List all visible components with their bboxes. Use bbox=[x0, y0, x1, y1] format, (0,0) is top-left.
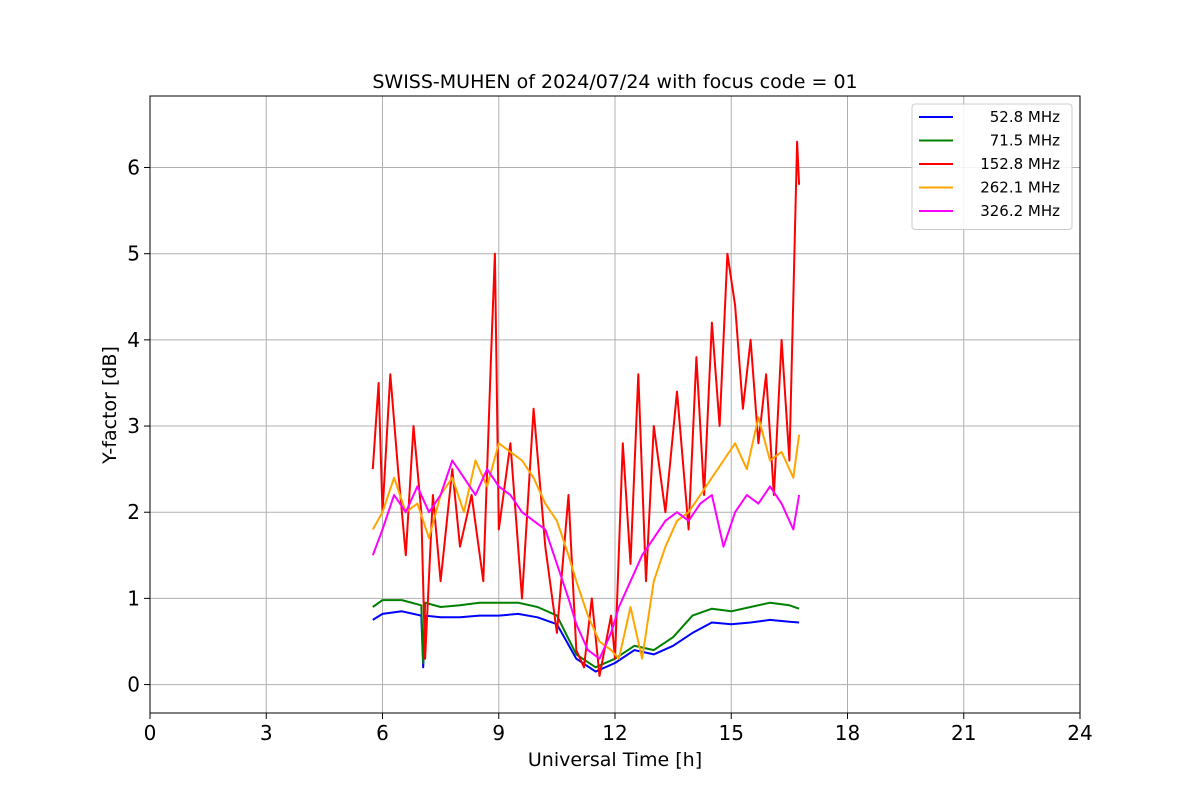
y-tick-label: 3 bbox=[127, 414, 140, 438]
legend-entry: 152.8 MHz bbox=[980, 155, 1060, 173]
x-tick-label: 3 bbox=[260, 721, 273, 745]
legend-entry: 52.8 MHz bbox=[990, 108, 1060, 126]
y-axis: 0 1 2 3 4 5 6 bbox=[127, 156, 150, 697]
legend: 52.8 MHz 71.5 MHz 152.8 MHz 262.1 MHz 326.2 … bbox=[911, 103, 1073, 230]
y-tick-label: 1 bbox=[127, 586, 140, 610]
legend-entry: 262.1 MHz bbox=[980, 179, 1060, 197]
x-tick-label: 0 bbox=[144, 721, 157, 745]
series-line-1 bbox=[372, 599, 800, 669]
y-axis-label: Y-factor [dB] bbox=[99, 346, 121, 465]
x-tick-label: 9 bbox=[492, 721, 505, 745]
y-tick-label: 6 bbox=[127, 156, 140, 180]
x-axis-label: Universal Time [h] bbox=[528, 749, 702, 771]
x-tick-label: 6 bbox=[376, 721, 389, 745]
series-line-3 bbox=[371, 416, 801, 660]
y-tick-label: 4 bbox=[127, 328, 140, 352]
legend-entry: 71.5 MHz bbox=[990, 132, 1060, 150]
y-tick-label: 2 bbox=[127, 500, 140, 524]
legend-box bbox=[911, 103, 1073, 230]
y-tick-label: 0 bbox=[127, 673, 140, 697]
legend-entry: 326.2 MHz bbox=[980, 202, 1060, 220]
x-tick-label: 12 bbox=[602, 721, 627, 745]
grid bbox=[149, 96, 1081, 713]
series-layer bbox=[371, 140, 801, 677]
y-tick-label: 5 bbox=[127, 242, 140, 266]
x-axis: 0 3 6 9 12 15 18 21 24 bbox=[144, 713, 1093, 745]
x-tick-label: 18 bbox=[835, 721, 860, 745]
x-tick-label: 15 bbox=[719, 721, 744, 745]
x-tick-label: 21 bbox=[951, 721, 976, 745]
series-line-2 bbox=[371, 140, 801, 677]
series-line-4 bbox=[371, 459, 801, 660]
chart-title: SWISS-MUHEN of 2024/07/24 with focus cod… bbox=[372, 71, 857, 93]
x-tick-label: 24 bbox=[1067, 721, 1092, 745]
